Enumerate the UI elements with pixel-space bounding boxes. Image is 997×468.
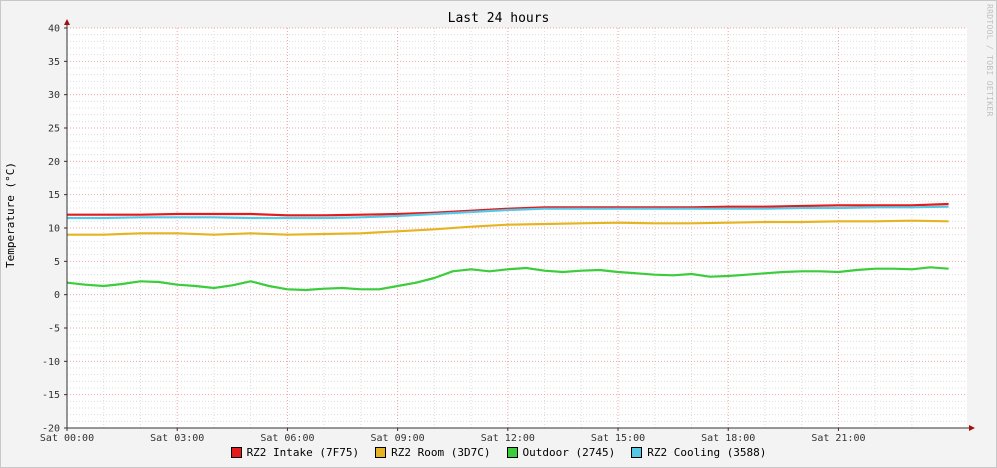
x-tick-label: Sat 00:00 (40, 433, 94, 444)
y-tick-label: -10 (42, 357, 60, 368)
legend-swatch (230, 447, 242, 458)
x-tick-label: Sat 15:00 (591, 433, 645, 444)
legend-label: Outdoor (2745) (522, 446, 616, 459)
y-tick-label: -15 (42, 390, 60, 401)
x-tick-label: Sat 09:00 (371, 433, 425, 444)
legend-label: RZ2 Intake (7F75) (246, 446, 360, 459)
legend-swatch (631, 447, 643, 458)
series-layer (66, 202, 949, 292)
series-line-1 (67, 202, 949, 217)
y-tick-label: 5 (54, 257, 60, 268)
y-tick-label: 30 (48, 90, 60, 101)
y-tick-label: -5 (48, 324, 60, 335)
y-tick-label: 10 (48, 224, 60, 235)
y-tick-label: 20 (48, 157, 60, 168)
grid (66, 27, 967, 429)
x-axis-arrow (969, 425, 975, 431)
series-line-4 (67, 205, 949, 220)
chart-title: Last 24 hours (447, 11, 550, 26)
y-tick-label: -20 (42, 424, 60, 435)
legend-item-2: RZ2 Room (3D7C) (375, 446, 491, 459)
legend-item-1: RZ2 Intake (7F75) (230, 446, 360, 459)
y-tick-label: 25 (48, 124, 60, 135)
y-tick-labels: 40 35 30 25 20 15 10 5 0 -5 -10 -15 -20 (42, 24, 60, 435)
legend: RZ2 Intake (7F75) RZ2 Room (3D7C) Outdoor … (0, 446, 997, 459)
legend-item-3: Outdoor (2745) (506, 446, 616, 459)
x-tick-label: Sat 03:00 (150, 433, 204, 444)
rrdtool-watermark: RRDTOOL / TOBI OETIKER (985, 4, 994, 117)
x-tick-label: Sat 21:00 (811, 433, 865, 444)
x-tick-label: Sat 06:00 (260, 433, 314, 444)
legend-label: RZ2 Cooling (3588) (647, 446, 767, 459)
legend-swatch (506, 447, 518, 458)
y-tick-label: 40 (48, 24, 60, 35)
y-tick-label: 35 (48, 57, 60, 68)
series-line-2 (67, 219, 949, 236)
legend-swatch (375, 447, 387, 458)
x-tick-label: Sat 18:00 (701, 433, 755, 444)
y-tick-label: 0 (54, 290, 60, 301)
legend-label: RZ2 Room (3D7C) (391, 446, 491, 459)
legend-item-4: RZ2 Cooling (3588) (631, 446, 766, 459)
x-tick-labels: Sat 00:00 Sat 03:00 Sat 06:00 Sat 09:00 Sat … (40, 433, 866, 444)
x-tick-label: Sat 12:00 (481, 433, 535, 444)
series-line-3 (66, 266, 949, 292)
axes (64, 19, 975, 431)
y-tick-label: 15 (48, 190, 60, 201)
y-axis-arrow (64, 19, 70, 25)
